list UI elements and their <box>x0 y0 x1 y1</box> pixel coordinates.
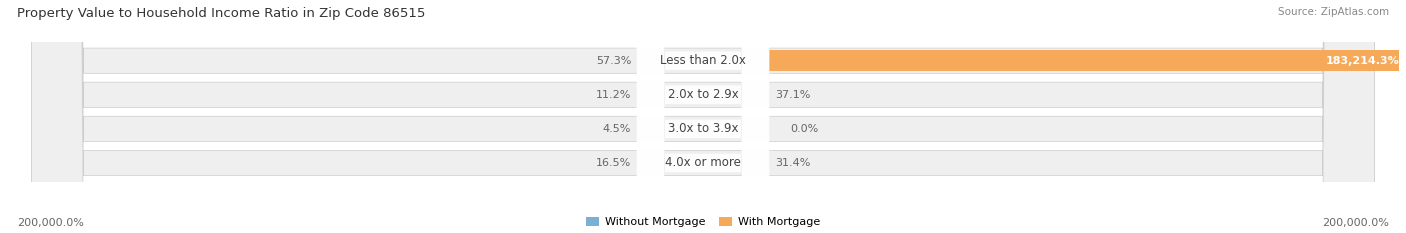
Text: 11.2%: 11.2% <box>596 90 631 100</box>
Text: Property Value to Household Income Ratio in Zip Code 86515: Property Value to Household Income Ratio… <box>17 7 425 20</box>
FancyBboxPatch shape <box>637 0 769 233</box>
Text: 200,000.0%: 200,000.0% <box>1322 218 1389 228</box>
Text: Less than 2.0x: Less than 2.0x <box>659 54 747 67</box>
FancyBboxPatch shape <box>637 0 769 233</box>
Text: Source: ZipAtlas.com: Source: ZipAtlas.com <box>1278 7 1389 17</box>
Legend: Without Mortgage, With Mortgage: Without Mortgage, With Mortgage <box>586 217 820 227</box>
FancyBboxPatch shape <box>637 0 769 233</box>
Text: 0.0%: 0.0% <box>790 124 818 134</box>
FancyBboxPatch shape <box>637 0 769 233</box>
FancyBboxPatch shape <box>31 0 1375 233</box>
Text: 37.1%: 37.1% <box>775 90 810 100</box>
Text: 57.3%: 57.3% <box>596 56 631 66</box>
Text: 3.0x to 3.9x: 3.0x to 3.9x <box>668 122 738 135</box>
Text: 31.4%: 31.4% <box>775 158 810 168</box>
Text: 200,000.0%: 200,000.0% <box>17 218 84 228</box>
Text: 4.0x or more: 4.0x or more <box>665 157 741 169</box>
Text: 16.5%: 16.5% <box>596 158 631 168</box>
FancyBboxPatch shape <box>31 0 1375 233</box>
Text: 4.5%: 4.5% <box>603 124 631 134</box>
Bar <box>769 51 1406 71</box>
FancyBboxPatch shape <box>31 0 1375 233</box>
FancyBboxPatch shape <box>31 0 1375 233</box>
Text: 2.0x to 2.9x: 2.0x to 2.9x <box>668 88 738 101</box>
Text: 183,214.3%: 183,214.3% <box>1326 56 1400 66</box>
